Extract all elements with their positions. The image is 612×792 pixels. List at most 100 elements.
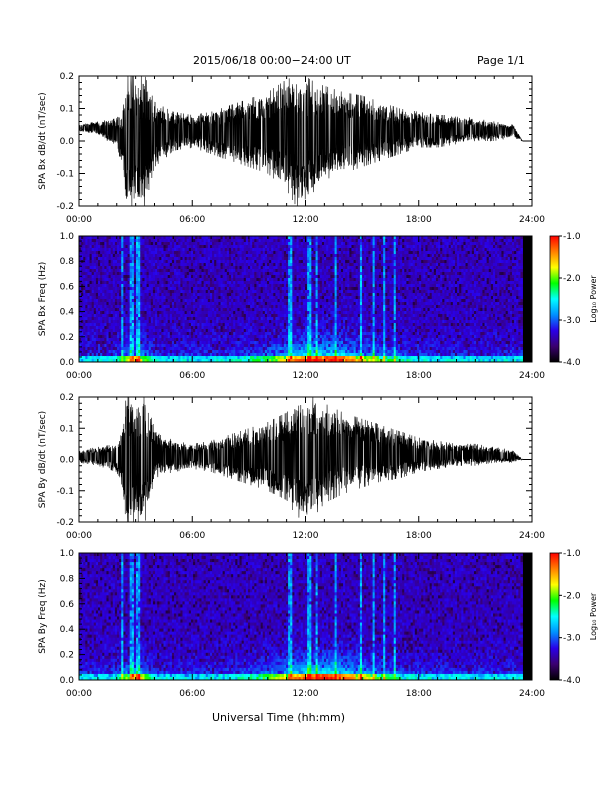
spectrogram-cell [108, 269, 112, 273]
spectrogram-cell [102, 356, 105, 360]
spectrogram-cell [93, 284, 97, 288]
spectrogram-cell [93, 296, 97, 300]
spectrogram-cell [209, 347, 213, 351]
spectrogram-cell [178, 281, 181, 285]
spectrogram-cell [169, 275, 173, 279]
spectrogram-cell [203, 287, 207, 291]
spectrogram-cell [186, 305, 190, 309]
spectrogram-cell [161, 239, 164, 243]
spectrogram-cell [159, 269, 162, 273]
spectrogram-cell [176, 308, 179, 312]
spectrogram-cell [157, 341, 160, 345]
spectrogram-cell [129, 344, 133, 348]
spectrogram-cell [190, 254, 194, 258]
spectrogram-cell [110, 311, 114, 315]
spectrogram-cell [83, 296, 86, 300]
spectrogram-cell [155, 272, 158, 276]
spectrogram-cell [155, 317, 158, 321]
spectrogram-cell [159, 260, 162, 264]
spectrogram-cell [136, 266, 139, 270]
spectrogram-cell [136, 335, 139, 339]
spectrogram-cell [205, 329, 209, 333]
spectrogram-cell [98, 275, 101, 279]
spectrogram-cell [144, 257, 147, 261]
spectrogram-cell [152, 317, 156, 321]
spectrogram-cell [140, 260, 143, 264]
spectrogram-cell [157, 278, 160, 282]
spectrogram-cell [161, 284, 164, 288]
spectrogram-cell [121, 341, 124, 345]
spectrogram-cell [152, 326, 156, 330]
spectrogram-cell [193, 305, 196, 309]
spectrogram-cell [209, 251, 213, 255]
spectrogram-cell [157, 335, 160, 339]
spectrogram-cell [127, 347, 131, 351]
spectrogram-cell [197, 290, 200, 294]
spectrogram-cell [159, 275, 162, 279]
spectrogram-cell [174, 332, 177, 336]
spectrogram-cell [133, 296, 137, 300]
spectrogram-cell [127, 302, 131, 306]
spectrogram-cell [190, 257, 194, 261]
spectrogram-cell [95, 320, 99, 324]
spectrogram-cell [91, 269, 95, 273]
spectrogram-cell [163, 314, 166, 318]
spectrogram-cell [125, 317, 128, 321]
spectrogram-cell [157, 302, 160, 306]
spectrogram-cell [95, 329, 99, 333]
spectrogram-cell [98, 272, 101, 276]
spectrogram-cell [161, 290, 164, 294]
spectrogram-cell [171, 329, 175, 333]
spectrogram-cell [205, 239, 209, 243]
spectrogram-cell [106, 251, 109, 255]
spectrogram-cell [142, 236, 145, 240]
spectrogram-cell [148, 275, 152, 279]
spectrogram-cell [100, 299, 103, 303]
spectrogram-cell [144, 341, 147, 345]
spectrogram-cell [176, 305, 179, 309]
spectrogram-cell [125, 341, 128, 345]
spectrogram-cell [205, 320, 209, 324]
spectrogram-cell [186, 296, 190, 300]
spectrogram-cell [171, 305, 175, 309]
spectrogram-cell [91, 248, 95, 252]
spectrogram-cell [161, 332, 164, 336]
spectrogram-cell [186, 263, 190, 267]
spectrogram-cell [193, 275, 196, 279]
spectrogram-cell [165, 287, 169, 291]
spectrogram-cell [144, 344, 147, 348]
spectrogram-cell [161, 254, 164, 258]
spectrogram-cell [102, 323, 105, 327]
spectrogram-cell [142, 269, 145, 273]
spectrogram-cell [169, 356, 173, 360]
spectrogram-cell [85, 314, 88, 318]
spectrogram-cell [144, 326, 147, 330]
spectrogram-cell [123, 329, 126, 333]
spectrogram-cell [146, 257, 150, 261]
spectrogram-cell [148, 329, 152, 333]
spectrogram-cell [125, 284, 128, 288]
spectrogram-cell [209, 281, 213, 285]
spectrogram-cell [209, 332, 213, 336]
spectrogram-cell [188, 263, 192, 267]
spectrogram-cell [201, 335, 205, 339]
spectrogram-cell [144, 329, 147, 333]
spectrogram-cell [127, 281, 131, 285]
spectrogram-cell [112, 245, 116, 249]
spectrogram-cell [119, 236, 122, 240]
spectrogram-cell [165, 290, 169, 294]
spectrogram-cell [180, 257, 183, 261]
spectrogram-cell [106, 356, 109, 360]
spectrogram-cell [100, 344, 103, 348]
spectrogram-cell [119, 281, 122, 285]
spectrogram-cell [163, 251, 166, 255]
spectrogram-cell [117, 326, 120, 330]
spectrogram-cell [190, 287, 194, 291]
spectrogram-cell [83, 272, 86, 276]
spectrogram-cell [125, 287, 128, 291]
spectrogram-cell [142, 278, 145, 282]
spectrogram-cell [178, 341, 181, 345]
spectrogram-cell [89, 299, 93, 303]
spectrogram-cell [161, 353, 164, 357]
spectrogram-cell [140, 284, 143, 288]
